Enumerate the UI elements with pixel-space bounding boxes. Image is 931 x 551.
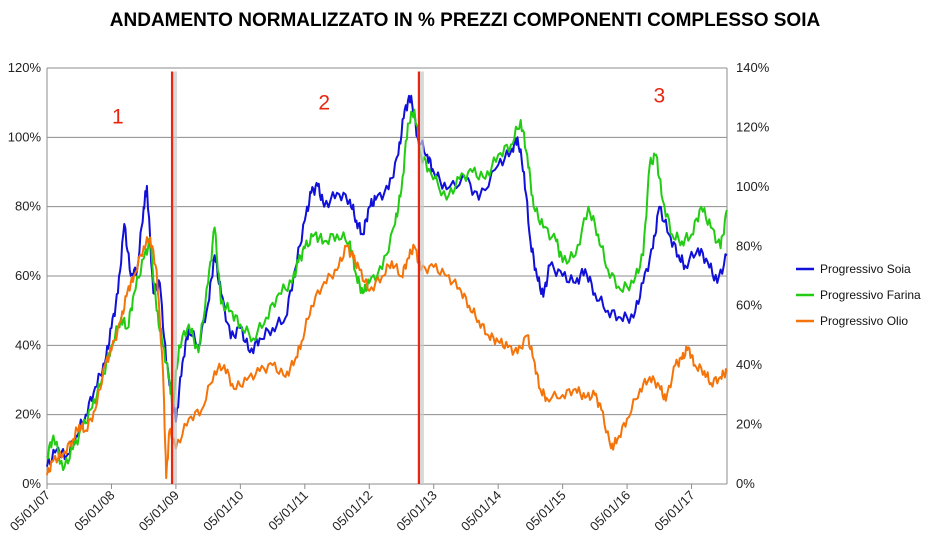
y-left-tick-label: 40% xyxy=(15,337,41,352)
x-tick-label: 05/01/17 xyxy=(651,488,697,534)
y-left-tick-label: 100% xyxy=(8,129,42,144)
y-right-tick-label: 0% xyxy=(736,476,755,491)
y-left-tick-label: 60% xyxy=(15,268,41,283)
x-tick-label: 05/01/07 xyxy=(7,488,53,534)
x-tick-label: 05/01/11 xyxy=(265,488,311,534)
y-left-tick-label: 120% xyxy=(8,60,42,75)
y-right-tick-label: 60% xyxy=(736,298,762,313)
annotations: 1 2 3 xyxy=(112,85,665,129)
x-tick-label: 05/01/14 xyxy=(458,488,504,534)
x-tick-label: 05/01/09 xyxy=(136,488,182,534)
x-tick-label: 05/01/12 xyxy=(329,488,375,534)
vertical-markers xyxy=(170,71,424,484)
series-lines xyxy=(46,94,728,480)
chart-title: ANDAMENTO NORMALIZZATO IN % PREZZI COMPO… xyxy=(110,10,821,31)
x-tick-label: 05/01/08 xyxy=(71,488,117,534)
period-annotation: 1 xyxy=(112,105,124,128)
marker-shadow xyxy=(419,71,424,484)
x-tick-label: 05/01/16 xyxy=(587,488,633,534)
y-right-tick-label: 80% xyxy=(736,238,762,253)
legend-label: Progressivo Soia xyxy=(820,262,911,276)
y-right-tick-label: 100% xyxy=(736,179,770,194)
x-tick-label: 05/01/13 xyxy=(393,488,439,534)
x-tick-label: 05/01/15 xyxy=(522,488,568,534)
period-annotation: 3 xyxy=(653,85,665,108)
y-right-tick-label: 20% xyxy=(736,417,762,432)
series-line-1 xyxy=(46,94,728,467)
y-right-tick-label: 140% xyxy=(736,60,770,75)
y-right-tick-label: 40% xyxy=(736,357,762,372)
legend-label: Progressivo Olio xyxy=(820,314,908,328)
period-annotation: 2 xyxy=(318,92,330,115)
grid-lines xyxy=(47,67,727,485)
marker-shadow xyxy=(173,71,178,484)
y-left-tick-label: 20% xyxy=(15,407,41,422)
y-left-tick-label: 0% xyxy=(22,476,41,491)
y-right-tick-label: 120% xyxy=(736,119,770,134)
legend-label: Progressivo Farina xyxy=(820,288,921,302)
series-line-2 xyxy=(46,108,728,472)
x-tick-label: 05/01/10 xyxy=(200,488,246,534)
y-left-tick-label: 80% xyxy=(15,199,41,214)
legend: Progressivo Soia Progressivo Farina Progre… xyxy=(796,262,921,328)
axes: 0% 20% 40% 60% 80% 100% 120% 0% 20% 40% 60% 80% 100%… xyxy=(7,60,770,534)
series-line-3 xyxy=(46,236,728,480)
